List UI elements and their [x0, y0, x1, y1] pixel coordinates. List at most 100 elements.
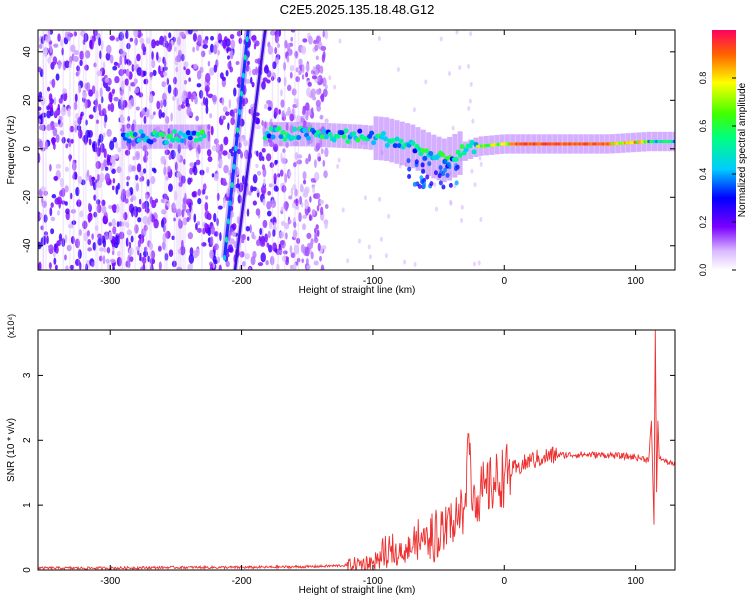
heatmap-cell	[195, 115, 199, 122]
heatmap-cell	[180, 175, 186, 184]
heatmap-cell	[338, 38, 342, 44]
heatmap-cell	[172, 95, 176, 101]
heatmap-cell	[46, 110, 51, 119]
heatmap-cell	[219, 231, 222, 242]
heatmap-ridge-cell	[270, 134, 276, 140]
heatmap-cell	[311, 208, 316, 216]
heatmap-ridge-cell	[335, 133, 341, 139]
heatmap-cell	[324, 84, 328, 90]
heatmap-cell	[75, 112, 79, 120]
heatmap-cell	[42, 235, 47, 246]
heatmap-cell	[142, 250, 149, 258]
heatmap-cell	[144, 106, 148, 113]
heatmap-cell	[414, 159, 419, 165]
heatmap-cell	[187, 177, 192, 185]
heatmap-cell	[139, 170, 144, 177]
heatmap-cell	[180, 104, 186, 109]
heatmap-streak-dot	[232, 163, 236, 170]
heatmap-cell	[179, 31, 185, 38]
heatmap-ridge-halo	[205, 124, 211, 149]
heatmap-cell	[62, 30, 65, 270]
heatmap-cell	[304, 200, 310, 210]
heatmap-cell	[221, 97, 225, 106]
heatmap-cell	[106, 128, 112, 138]
heatmap-cell	[134, 224, 139, 234]
heatmap-cell	[105, 86, 111, 92]
heatmap-cell	[150, 39, 156, 49]
heatmap-cell	[86, 169, 90, 178]
heatmap-cell	[158, 108, 163, 119]
heatmap-cell	[124, 149, 131, 156]
heatmap-cell	[228, 98, 232, 109]
heatmap-cell	[160, 99, 163, 109]
heatmap-cell	[384, 253, 388, 259]
heatmap-cell	[189, 167, 193, 175]
heatmap-cell	[221, 76, 226, 82]
heatmap-cell	[75, 186, 80, 197]
heatmap-cell	[207, 213, 212, 221]
heatmap-cell	[76, 125, 82, 131]
heatmap-ridge-cell	[357, 128, 363, 134]
heatmap-cell	[306, 232, 312, 239]
heatmap-cell	[149, 257, 156, 265]
heatmap-cell	[209, 113, 213, 119]
heatmap-cell	[289, 245, 293, 254]
heatmap-cell	[378, 196, 382, 202]
heatmap-cell	[78, 30, 80, 270]
heatmap-cell	[46, 124, 52, 131]
heatmap-cell	[165, 40, 169, 49]
heatmap-ridge-cell	[280, 129, 286, 135]
heatmap-cell	[242, 98, 246, 107]
heatmap-cell	[134, 37, 138, 46]
heatmap-cell	[273, 173, 277, 182]
heatmap-cell	[363, 195, 367, 201]
heatmap-cell	[232, 113, 235, 119]
heatmap-cell	[105, 52, 111, 61]
heatmap-cell	[53, 175, 59, 181]
heatmap-cell	[170, 112, 173, 122]
heatmap-cell	[52, 250, 56, 258]
heatmap-cell	[98, 255, 103, 262]
heatmap-cell	[108, 92, 113, 102]
heatmap-ridge-cell	[278, 134, 284, 140]
heatmap-cell	[71, 161, 77, 171]
heatmap-cell	[283, 61, 286, 71]
heatmap-cell	[294, 188, 298, 197]
heatmap-cell	[278, 109, 281, 115]
heatmap-cell	[258, 151, 263, 162]
heatmap-cell	[287, 49, 293, 57]
heatmap-cell	[181, 53, 185, 62]
heatmap-cell	[96, 173, 100, 181]
heatmap-ridge-cell	[276, 125, 282, 131]
heatmap-cell	[222, 115, 226, 120]
y-tick-label: -20	[22, 190, 33, 205]
heatmap-cell	[293, 262, 297, 270]
heatmap-cell	[192, 46, 196, 53]
heatmap-cell	[315, 192, 321, 200]
heatmap-cell	[164, 252, 169, 261]
heatmap-cell	[99, 87, 103, 98]
snr-x-label: Height of straight line (km)	[299, 585, 416, 596]
heatmap-cell	[64, 185, 69, 193]
heatmap-cell	[260, 185, 267, 195]
heatmap-cell	[205, 166, 210, 174]
heatmap-cell	[251, 35, 257, 41]
heatmap-cell	[102, 215, 108, 225]
heatmap-cell	[441, 184, 446, 190]
heatmap-cell	[143, 246, 148, 253]
heatmap-cell	[126, 175, 131, 181]
heatmap-cell	[227, 122, 230, 131]
heatmap-cell	[181, 239, 184, 250]
heatmap-cell	[128, 241, 132, 248]
heatmap-cell	[196, 227, 202, 233]
heatmap-cell	[114, 75, 120, 84]
heatmap-cell	[183, 61, 189, 68]
heatmap-cell	[98, 133, 104, 144]
y-tick-label: 40	[22, 46, 33, 58]
heatmap-cell	[100, 96, 104, 104]
heatmap-cell	[117, 182, 121, 190]
heatmap-cell	[167, 183, 173, 192]
heatmap-cell	[270, 199, 277, 208]
heatmap-cell	[412, 181, 417, 187]
